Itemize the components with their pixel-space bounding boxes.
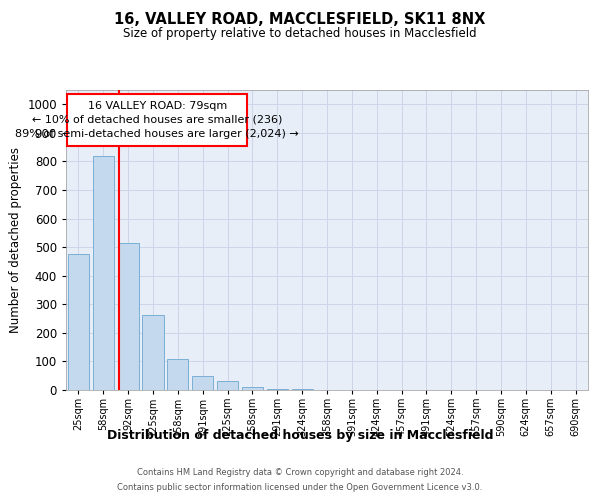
Text: Size of property relative to detached houses in Macclesfield: Size of property relative to detached ho…	[123, 28, 477, 40]
Bar	[217, 382, 238, 390]
Bar	[93, 156, 114, 390]
Bar	[118, 243, 139, 390]
Text: 16 VALLEY ROAD: 79sqm: 16 VALLEY ROAD: 79sqm	[88, 100, 227, 110]
Bar	[167, 358, 188, 390]
Bar	[142, 315, 164, 390]
Bar	[192, 376, 213, 390]
Text: Contains HM Land Registry data © Crown copyright and database right 2024.: Contains HM Land Registry data © Crown c…	[137, 468, 463, 477]
Text: Contains public sector information licensed under the Open Government Licence v3: Contains public sector information licen…	[118, 483, 482, 492]
FancyBboxPatch shape	[67, 94, 247, 146]
Bar	[267, 388, 288, 390]
Y-axis label: Number of detached properties: Number of detached properties	[9, 147, 22, 333]
Text: Distribution of detached houses by size in Macclesfield: Distribution of detached houses by size …	[107, 428, 493, 442]
Text: ← 10% of detached houses are smaller (236): ← 10% of detached houses are smaller (23…	[32, 115, 283, 125]
Text: 89% of semi-detached houses are larger (2,024) →: 89% of semi-detached houses are larger (…	[16, 130, 299, 140]
Text: 16, VALLEY ROAD, MACCLESFIELD, SK11 8NX: 16, VALLEY ROAD, MACCLESFIELD, SK11 8NX	[115, 12, 485, 28]
Bar	[68, 254, 89, 390]
Bar	[242, 387, 263, 390]
